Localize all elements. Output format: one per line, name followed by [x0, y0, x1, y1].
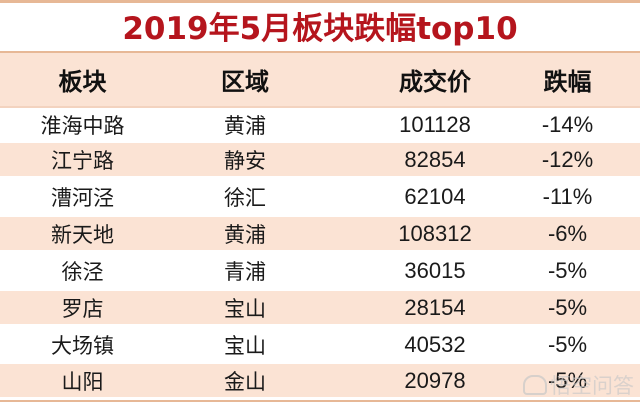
- cell-block: 大场镇: [51, 333, 114, 358]
- watermark: 悟空问答: [523, 370, 634, 400]
- cell-price: 36015: [404, 257, 466, 283]
- cell-change: -5%: [547, 331, 588, 357]
- cell-district: 宝山: [224, 333, 266, 358]
- header-change: 跌幅: [543, 68, 592, 96]
- cell-block: 新天地: [51, 222, 114, 247]
- cell-change: -14%: [541, 111, 594, 137]
- page-title: 2019年5月板块跌幅top10: [122, 11, 518, 47]
- cell-price: 20978: [404, 367, 466, 393]
- table-row: 大场镇 宝山 40532 -5%: [0, 328, 640, 361]
- cell-block: 山阳: [61, 369, 104, 394]
- cell-district: 青浦: [224, 259, 266, 284]
- cell-change: -5%: [547, 257, 588, 283]
- title-divider: [0, 51, 640, 53]
- header-district: 区域: [221, 68, 269, 96]
- cell-change: -5%: [547, 294, 588, 320]
- cell-change: -11%: [542, 183, 593, 209]
- cell-district: 宝山: [224, 296, 266, 321]
- cell-block: 漕河泾: [51, 185, 114, 210]
- header-block: 板块: [58, 68, 107, 96]
- cell-price: 101128: [399, 111, 471, 137]
- table-row: 罗店 宝山 28154 -5%: [0, 291, 640, 324]
- table-row: 徐泾 青浦 36015 -5%: [0, 254, 640, 287]
- table-row: 淮海中路 黄浦 101128 -14%: [0, 108, 640, 141]
- cell-change: -6%: [547, 220, 588, 246]
- cell-district: 黄浦: [224, 222, 266, 247]
- cell-price: 40532: [404, 331, 466, 357]
- cell-price: 82854: [404, 146, 466, 172]
- table-row: 漕河泾 徐汇 62104 -11%: [0, 180, 640, 213]
- watermark-text: 悟空问答: [550, 374, 634, 398]
- cell-block: 江宁路: [51, 148, 114, 173]
- cell-block: 淮海中路: [40, 113, 125, 138]
- cell-district: 黄浦: [224, 113, 266, 138]
- table-row: 江宁路 静安 82854 -12%: [0, 143, 640, 176]
- cell-block: 罗店: [61, 296, 104, 321]
- header-price: 成交价: [399, 68, 471, 96]
- table-row: 新天地 黄浦 108312 -6%: [0, 217, 640, 250]
- cell-district: 金山: [224, 369, 266, 394]
- cell-district: 静安: [224, 148, 266, 173]
- cell-price: 28154: [404, 294, 466, 320]
- bottom-divider: [0, 400, 640, 402]
- cell-price: 62104: [404, 183, 466, 209]
- table-row: 山阳 金山 20978 -5%: [0, 364, 640, 397]
- wukong-logo-icon: [523, 375, 547, 395]
- table-header: 板块 区域 成交价 跌幅: [0, 53, 640, 108]
- cell-price: 108312: [398, 220, 472, 246]
- cell-block: 徐泾: [61, 259, 104, 284]
- cell-change: -5%: [547, 367, 588, 393]
- cell-change: -12%: [541, 146, 594, 172]
- cell-district: 徐汇: [224, 185, 266, 210]
- top-divider: [0, 0, 640, 3]
